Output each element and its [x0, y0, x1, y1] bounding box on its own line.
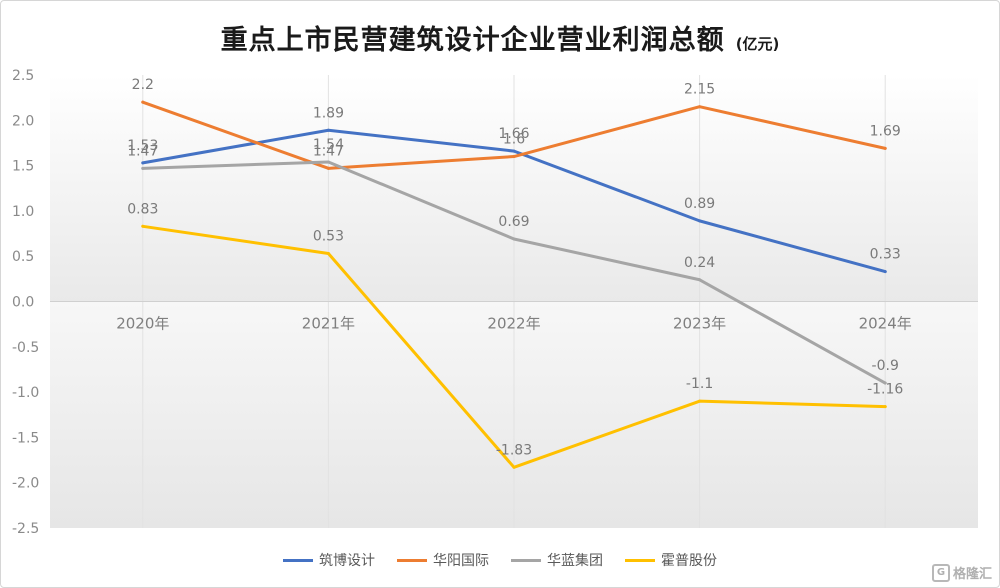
data-point	[512, 465, 516, 469]
chart-title: 重点上市民营建筑设计企业营业利润总额	[220, 25, 725, 56]
data-point	[141, 166, 145, 170]
y-tick-label: 2.0	[12, 113, 34, 129]
chart-legend: 筑博设计 华阳国际 华蓝集团 霍普股份	[0, 550, 1000, 570]
x-category-label: 2023年	[673, 315, 726, 333]
legend-item: 筑博设计	[283, 550, 375, 570]
data-label: 0.33	[870, 247, 901, 263]
data-label: 0.53	[313, 228, 344, 244]
data-label: 2.2	[132, 77, 154, 93]
title-row: 重点上市民营建筑设计企业营业利润总额 (亿元)	[0, 18, 1000, 57]
data-point	[883, 146, 887, 150]
data-label: -0.9	[872, 358, 899, 374]
data-point	[698, 219, 702, 223]
x-category-label: 2024年	[859, 315, 912, 333]
data-label: 1.6	[503, 132, 525, 148]
data-label: 2.15	[684, 82, 715, 98]
data-label: 0.24	[684, 255, 715, 271]
data-label: -1.1	[686, 376, 713, 392]
data-point	[512, 237, 516, 241]
legend-swatch	[397, 558, 427, 562]
legend-swatch	[283, 558, 313, 562]
data-point	[512, 155, 516, 159]
data-point	[141, 224, 145, 228]
legend-item: 华蓝集团	[511, 550, 603, 570]
data-point	[326, 251, 330, 255]
legend-label: 筑博设计	[319, 553, 375, 569]
data-point	[141, 161, 145, 165]
chart-unit: (亿元)	[735, 35, 780, 53]
data-label: 1.54	[313, 137, 344, 153]
legend-label: 华蓝集团	[547, 553, 603, 569]
legend-label: 华阳国际	[433, 553, 489, 569]
data-point	[883, 405, 887, 409]
legend-swatch	[625, 558, 655, 562]
data-label: -1.16	[867, 382, 903, 398]
data-point	[326, 160, 330, 164]
data-point	[883, 381, 887, 385]
data-label: 1.53	[127, 138, 158, 154]
data-label: 1.69	[870, 123, 901, 139]
data-label: 0.83	[127, 201, 158, 217]
legend-label: 霍普股份	[661, 553, 717, 569]
data-label: 0.89	[684, 196, 715, 212]
y-tick-label: 0.0	[12, 295, 34, 311]
data-label: 1.47	[127, 143, 158, 159]
watermark: G 格隆汇	[931, 563, 992, 582]
x-category-label: 2021年	[302, 315, 355, 333]
data-point	[698, 399, 702, 403]
watermark-text: 格隆汇	[952, 567, 992, 582]
y-tick-label: -1.0	[12, 385, 39, 401]
watermark-logo-icon: G	[931, 563, 950, 582]
data-point	[883, 270, 887, 274]
data-point	[698, 105, 702, 109]
y-tick-label: 0.5	[12, 249, 34, 265]
y-tick-label: 1.5	[12, 159, 34, 175]
x-category-label: 2020年	[116, 315, 169, 333]
y-tick-label: -2.0	[12, 476, 39, 492]
data-point	[698, 278, 702, 282]
data-point	[512, 149, 516, 153]
data-label: 0.69	[498, 214, 529, 230]
data-label: 1.47	[313, 143, 344, 159]
y-tick-label: -2.5	[12, 521, 39, 537]
y-tick-label: 1.0	[12, 204, 34, 220]
legend-swatch	[511, 558, 541, 562]
y-tick-label: -0.5	[12, 340, 39, 356]
legend-item: 华阳国际	[397, 550, 489, 570]
data-point	[326, 128, 330, 132]
data-point	[141, 100, 145, 104]
y-tick-label: 2.5	[12, 68, 34, 84]
y-tick-label: -1.5	[12, 430, 39, 446]
data-label: 1.66	[498, 126, 529, 142]
x-category-label: 2022年	[487, 315, 540, 333]
data-point	[326, 166, 330, 170]
data-label: -1.83	[496, 442, 532, 458]
data-label: 1.89	[313, 105, 344, 121]
legend-item: 霍普股份	[625, 550, 717, 570]
